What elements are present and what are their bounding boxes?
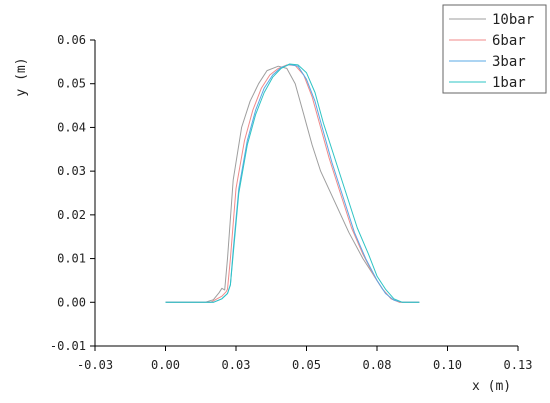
x-tick-label: 0.08 [363, 358, 392, 372]
x-tick-label: 0.00 [151, 358, 180, 372]
legend-label-6bar: 6bar [492, 33, 526, 49]
y-axis-label: y (m) [14, 57, 29, 96]
y-tick-label: -0.01 [50, 339, 86, 353]
y-tick-label: 0.00 [57, 295, 86, 309]
series-layer [165, 63, 420, 303]
y-tick-label: 0.01 [57, 252, 86, 266]
x-axis-label: x (m) [472, 379, 511, 394]
legend-box [442, 4, 547, 94]
x-tick-layer: -0.03 0.00 0.03 0.05 0.08 0.10 0.13 [77, 346, 533, 372]
y-tick-layer: -0.01 0.00 0.01 0.02 0.03 0.04 0.05 0.06 [50, 33, 95, 353]
x-tick-label: 0.03 [222, 358, 251, 372]
y-tick-label: 0.06 [57, 33, 86, 47]
x-tick-label: 0.10 [433, 358, 462, 372]
y-tick-label: 0.05 [57, 77, 86, 91]
x-tick-label: 0.13 [504, 358, 533, 372]
legend-label-1bar: 1bar [492, 75, 526, 91]
x-tick-label: 0.05 [292, 358, 321, 372]
series-line-3bar [165, 64, 420, 303]
legend: 10bar 6bar 3bar 1bar [442, 4, 547, 94]
y-tick-label: 0.02 [57, 208, 86, 222]
y-tick-label: 0.03 [57, 164, 86, 178]
series-line-10bar [165, 65, 420, 303]
x-tick-label: -0.03 [77, 358, 113, 372]
y-tick-label: 0.04 [57, 120, 86, 134]
legend-label-3bar: 3bar [492, 54, 526, 70]
legend-label-10bar: 10bar [492, 12, 534, 28]
series-line-6bar [165, 64, 420, 303]
series-line-1bar [165, 63, 420, 303]
